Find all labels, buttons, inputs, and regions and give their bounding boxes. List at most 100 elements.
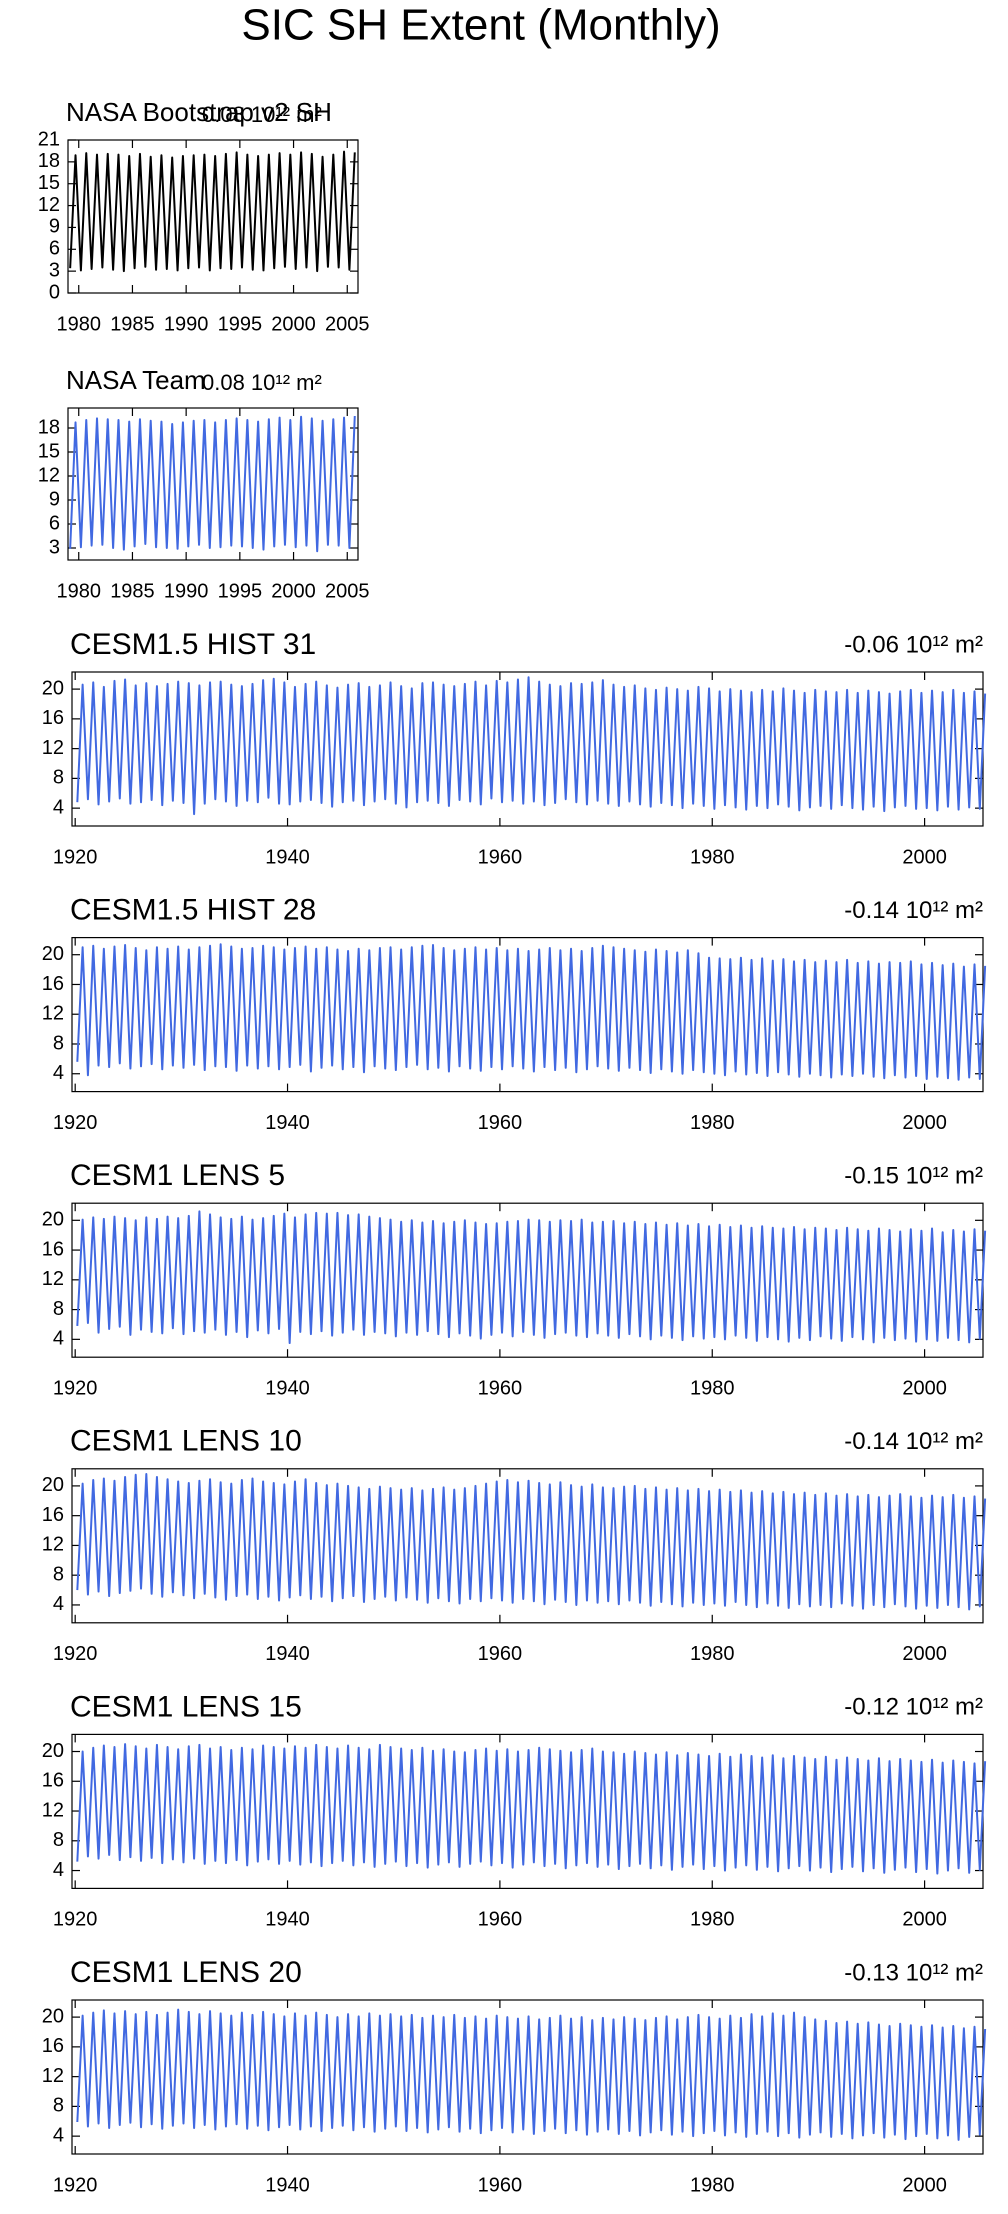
- y-tick-label: 8: [53, 1032, 64, 1054]
- y-tick-label: 4: [53, 1062, 64, 1084]
- series-line: [76, 1743, 987, 1875]
- x-tick-label: 1995: [218, 580, 263, 602]
- y-tick-label: 16: [42, 1770, 64, 1792]
- y-tick-label: 3: [49, 536, 60, 558]
- y-tick-label: 8: [53, 767, 64, 789]
- y-tick-label: 15: [38, 172, 60, 194]
- figure-title: SIC SH Extent (Monthly): [241, 1, 720, 50]
- y-tick-label: 8: [53, 1563, 64, 1585]
- x-tick-label: 1990: [164, 580, 209, 602]
- y-tick-label: 0: [49, 281, 60, 303]
- x-tick-label: 2005: [325, 313, 370, 335]
- x-tick-label: 1960: [478, 1377, 523, 1399]
- y-tick-label: 8: [53, 1829, 64, 1851]
- plot-frame: [67, 407, 359, 561]
- x-tick-label: 1960: [478, 2174, 523, 2196]
- x-tick-label: 2000: [902, 1643, 947, 1665]
- panel-title: CESM1 LENS 20: [70, 1956, 302, 1989]
- x-tick-label: 1960: [478, 846, 523, 868]
- y-tick-label: 16: [42, 2035, 64, 2057]
- panel: NASA Bootstrap v2 SH0.08 10¹² m² 03691215…: [38, 97, 370, 335]
- series-line: [76, 1210, 987, 1345]
- panel-title: CESM1 LENS 10: [70, 1425, 302, 1458]
- y-tick-label: 12: [42, 1003, 64, 1025]
- x-tick-label: 1990: [164, 313, 209, 335]
- x-tick-label: 2000: [902, 2174, 947, 2196]
- y-tick-label: 20: [42, 2005, 64, 2027]
- x-tick-label: 1920: [53, 846, 98, 868]
- series-line: [76, 2008, 987, 2141]
- y-tick-label: 21: [38, 128, 60, 150]
- panel-title: CESM1 LENS 15: [70, 1690, 302, 1723]
- x-tick-label: 1985: [110, 580, 155, 602]
- y-tick-label: 4: [53, 2124, 64, 2146]
- x-tick-label: 1940: [265, 1377, 310, 1399]
- panel-title: NASA Bootstrap v2 SH: [66, 97, 332, 127]
- panel-title: NASA Team: [66, 365, 206, 395]
- series-line: [69, 150, 356, 273]
- y-tick-label: 20: [42, 943, 64, 965]
- series-line: [76, 1473, 987, 1611]
- x-tick-label: 1920: [53, 2174, 98, 2196]
- plot-frame: [67, 139, 359, 294]
- x-tick-label: 1980: [56, 313, 101, 335]
- panel: CESM1.5 HIST 31 -0.06 10¹² m² 4 8 12 16 20 1920…: [42, 628, 987, 868]
- y-tick-label: 20: [42, 1209, 64, 1231]
- y-tick-label: 18: [38, 150, 60, 172]
- y-tick-label: 12: [38, 194, 60, 216]
- x-tick-label: 1980: [690, 2174, 735, 2196]
- y-tick-label: 15: [38, 440, 60, 462]
- y-tick-label: 20: [42, 1740, 64, 1762]
- x-tick-label: 1920: [53, 1112, 98, 1134]
- panel: CESM1.5 HIST 28 -0.14 10¹² m² 4 8 12 16 20 1920…: [42, 894, 987, 1134]
- y-tick-label: 18: [38, 416, 60, 438]
- x-tick-label: 2000: [902, 1377, 947, 1399]
- y-tick-label: 20: [42, 1474, 64, 1496]
- x-tick-label: 1940: [265, 1112, 310, 1134]
- x-tick-label: 1980: [690, 1377, 735, 1399]
- y-tick-label: 4: [53, 796, 64, 818]
- x-tick-label: 1980: [690, 846, 735, 868]
- panel: CESM1 LENS 10 -0.14 10¹² m² 4 8 12 16 20 1920 19…: [42, 1425, 987, 1665]
- y-tick-label: 12: [42, 1534, 64, 1556]
- y-tick-label: 12: [42, 737, 64, 759]
- series-line: [69, 415, 356, 553]
- y-tick-label: 20: [42, 677, 64, 699]
- y-tick-label: 6: [49, 512, 60, 534]
- y-tick-label: 12: [42, 2065, 64, 2087]
- x-tick-label: 2000: [902, 1112, 947, 1134]
- trend-annotation: 0.08 10¹² m²: [202, 370, 322, 395]
- panel: CESM1 LENS 5 -0.15 10¹² m² 4 8 12 16 20 1920 194…: [42, 1159, 987, 1399]
- x-tick-label: 1920: [53, 1377, 98, 1399]
- x-tick-label: 1995: [218, 313, 263, 335]
- panel: CESM1 LENS 20 -0.13 10¹² m² 4 8 12 16 20 1920 19…: [42, 1956, 987, 2196]
- y-tick-label: 9: [49, 216, 60, 238]
- trend-annotation: -0.13 10¹² m²: [844, 1959, 983, 1986]
- y-tick-label: 4: [53, 1328, 64, 1350]
- panel-title: CESM1.5 HIST 31: [70, 628, 316, 661]
- y-tick-label: 16: [42, 1238, 64, 1260]
- x-tick-label: 1940: [265, 1643, 310, 1665]
- x-tick-label: 1960: [478, 1643, 523, 1665]
- y-tick-label: 3: [49, 259, 60, 281]
- x-tick-label: 1980: [56, 580, 101, 602]
- x-tick-label: 1960: [478, 1112, 523, 1134]
- x-tick-label: 1980: [690, 1643, 735, 1665]
- y-tick-label: 16: [42, 973, 64, 995]
- trend-annotation: -0.12 10¹² m²: [844, 1694, 983, 1721]
- y-tick-label: 4: [53, 1593, 64, 1615]
- panel-title: CESM1.5 HIST 28: [70, 894, 316, 927]
- y-tick-label: 16: [42, 707, 64, 729]
- y-tick-label: 16: [42, 1504, 64, 1526]
- y-tick-label: 12: [38, 464, 60, 486]
- y-tick-label: 8: [53, 1298, 64, 1320]
- x-tick-label: 1920: [53, 1643, 98, 1665]
- trend-annotation: -0.15 10¹² m²: [844, 1163, 983, 1190]
- x-tick-label: 1960: [478, 1909, 523, 1931]
- x-tick-label: 2005: [325, 580, 370, 602]
- panel-title: CESM1 LENS 5: [70, 1159, 285, 1192]
- x-tick-label: 2000: [271, 580, 316, 602]
- x-tick-label: 1920: [53, 1909, 98, 1931]
